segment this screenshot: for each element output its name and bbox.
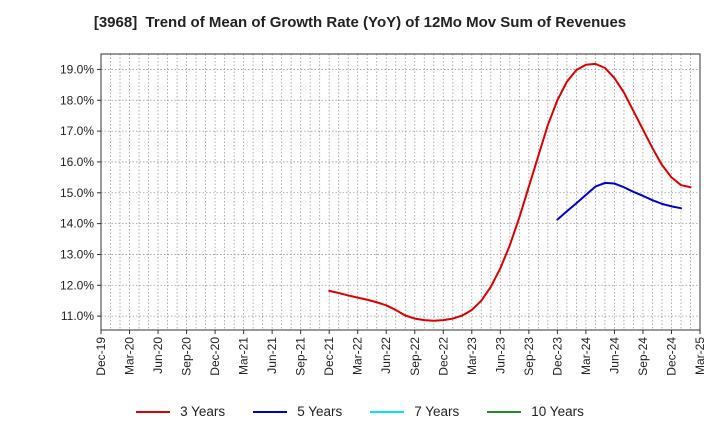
x-tick-label: Jun-20 xyxy=(151,337,165,374)
title-text: Trend of Mean of Growth Rate (YoY) of 12… xyxy=(145,14,627,31)
y-tick-label: 15.0% xyxy=(60,186,94,200)
chart-plot: 11.0% 12.0% 13.0% 14.0% 15.0% 16.0% 17.0% 18.0%… xyxy=(60,53,707,376)
y-tick-label: 14.0% xyxy=(60,217,94,231)
legend: 3 Years 5 Years 7 Years 10 Years xyxy=(0,404,720,419)
x-tick-label: Sep-20 xyxy=(180,337,194,376)
legend-swatch-10-years xyxy=(487,410,522,413)
y-tick-label: 17.0% xyxy=(60,124,94,138)
x-tick-label: Sep-22 xyxy=(408,337,422,376)
x-tick-label: Jun-24 xyxy=(607,337,621,374)
legend-label-7-years: 7 Years xyxy=(414,404,460,419)
y-tick-label: 12.0% xyxy=(60,278,94,292)
x-tick-label: Sep-23 xyxy=(522,337,536,376)
legend-label-3-years: 3 Years xyxy=(180,404,226,419)
legend-swatch-3-years xyxy=(136,410,171,413)
x-tick-label: Dec-19 xyxy=(94,337,108,376)
x-tick-label: Sep-24 xyxy=(636,337,650,376)
x-tick-label: Jun-23 xyxy=(493,337,507,374)
plot-background xyxy=(101,54,700,330)
legend-item-5-years: 5 Years xyxy=(253,404,342,419)
plot-frame xyxy=(100,53,701,331)
x-tick-label: Mar-20 xyxy=(123,337,137,375)
y-tick-label: 13.0% xyxy=(60,247,94,261)
title-code: [3968] xyxy=(93,14,138,31)
x-tick-label: Mar-25 xyxy=(693,337,707,375)
x-tick-label: Jun-21 xyxy=(265,337,279,374)
y-tick-label: 16.0% xyxy=(60,155,94,169)
legend-item-10-years: 10 Years xyxy=(487,404,584,419)
x-tick-label: Mar-22 xyxy=(351,337,365,375)
x-tick-label: Mar-24 xyxy=(579,337,593,375)
x-tick-label: Dec-24 xyxy=(664,337,678,376)
legend-item-3-years: 3 Years xyxy=(136,404,225,419)
legend-swatch-7-years xyxy=(370,410,405,413)
x-tick-label: Dec-21 xyxy=(322,337,336,376)
x-tick-label: Dec-23 xyxy=(550,337,564,376)
legend-item-7-years: 7 Years xyxy=(370,404,459,419)
y-tick-label: 18.0% xyxy=(60,93,94,107)
y-tick-label: 19.0% xyxy=(60,62,94,76)
x-tick-label: Dec-20 xyxy=(208,337,222,376)
y-tick-label: 11.0% xyxy=(61,309,94,323)
x-tick-label: Dec-22 xyxy=(436,337,450,376)
legend-label-10-years: 10 Years xyxy=(531,404,584,419)
x-tick-label: Mar-23 xyxy=(465,337,479,375)
chart-title: [3968] Trend of Mean of Growth Rate (YoY… xyxy=(0,14,720,31)
x-tick-label: Mar-21 xyxy=(237,337,251,375)
x-tick-label: Jun-22 xyxy=(379,337,393,374)
series-line-3-years xyxy=(328,62,692,322)
x-tick-label: Sep-21 xyxy=(294,337,308,376)
series-line-5-years xyxy=(556,181,682,221)
legend-label-5-years: 5 Years xyxy=(297,404,343,419)
legend-swatch-5-years xyxy=(253,410,288,413)
